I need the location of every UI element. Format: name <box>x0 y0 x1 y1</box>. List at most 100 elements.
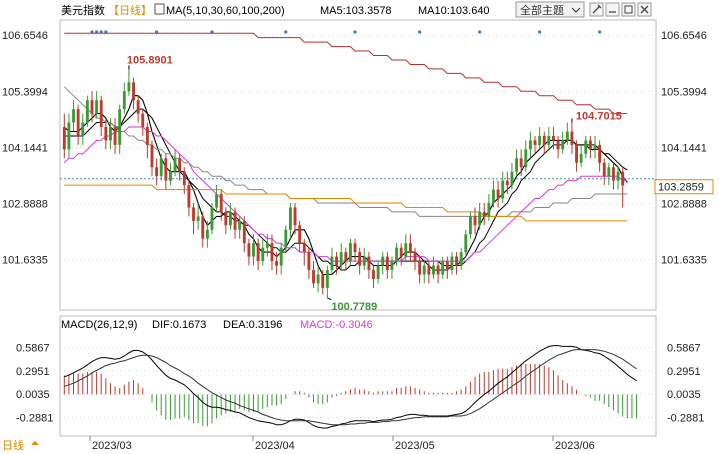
candle <box>316 265 320 293</box>
candle <box>141 109 145 136</box>
event-marker <box>538 30 542 34</box>
candle <box>395 243 399 266</box>
last-price-box <box>654 179 714 195</box>
candle <box>621 167 625 208</box>
candle <box>413 247 417 271</box>
window-icon[interactable] <box>621 2 636 17</box>
candle <box>192 202 195 235</box>
candle <box>298 220 302 253</box>
candle <box>579 144 583 168</box>
candle <box>404 234 408 262</box>
price-panel-frame <box>59 19 657 311</box>
period-label[interactable]: 【日线】 <box>108 3 152 17</box>
candle <box>109 118 112 150</box>
candlesticks <box>62 69 625 298</box>
time-axis: 2023/03 2023/04 2023/05 2023/06 <box>92 440 595 452</box>
candle <box>510 162 514 190</box>
macd-tick-right: -0.2881 <box>667 412 704 424</box>
candle <box>330 247 334 275</box>
candle <box>201 211 205 248</box>
macd-panel[interactable]: MACD(26,12,9) DIF:0.1673 DEA:0.3196 MACD… <box>59 315 657 437</box>
candle <box>478 202 482 230</box>
macd-tick-right: 0.2951 <box>667 366 701 378</box>
collapse-icon[interactable] <box>605 2 620 17</box>
candle <box>233 207 237 239</box>
candle <box>325 265 329 298</box>
candle <box>390 256 394 279</box>
candle <box>312 261 315 288</box>
event-marker <box>353 30 357 34</box>
last-price-badge: 103.2859 <box>654 179 714 195</box>
price-panel[interactable]: 105.8901 100.7789 104.7015 <box>59 19 657 313</box>
price-tick-right: 104.1441 <box>661 142 707 154</box>
dif-line <box>64 345 637 429</box>
price-tick-right: 105.3994 <box>661 86 707 98</box>
candle <box>612 162 615 190</box>
macd-tick-left: 0.5867 <box>16 342 50 354</box>
candle <box>288 202 292 239</box>
candle <box>67 113 71 159</box>
candle <box>584 135 588 159</box>
candle <box>302 238 306 266</box>
candle <box>515 149 518 177</box>
price-annotations: 105.8901 100.7789 104.7015 <box>127 54 622 312</box>
theme-dropdown-label[interactable]: 全部主题 <box>520 3 564 17</box>
macd-tick-left: -0.2881 <box>16 412 53 424</box>
candle <box>565 122 569 145</box>
candle <box>372 265 375 288</box>
candle <box>501 171 505 203</box>
candle <box>95 91 99 119</box>
candle <box>455 252 458 275</box>
candle <box>252 234 255 266</box>
candle <box>385 252 389 279</box>
candle <box>538 127 542 150</box>
macd-tick-left: 0.2951 <box>16 366 50 378</box>
candle <box>353 238 357 262</box>
macd-dea-value: DEA:0.3196 <box>223 319 282 331</box>
candle <box>496 180 500 208</box>
candle <box>76 104 80 145</box>
candle <box>265 234 269 257</box>
candle <box>598 140 602 172</box>
candle <box>561 131 565 154</box>
macd-panel-frame <box>59 315 657 437</box>
recent-high-annotation: 104.7015 <box>576 110 622 122</box>
candle <box>219 189 223 221</box>
candle <box>307 247 311 279</box>
candle <box>132 77 135 110</box>
theme-dropdown[interactable]: 全部主题 <box>515 1 585 18</box>
candle <box>261 238 265 266</box>
high-annotation: 105.8901 <box>127 54 173 66</box>
candle <box>450 252 454 275</box>
ma-toggle-icon[interactable] <box>154 3 165 15</box>
macd-tick-right: 0.5867 <box>667 342 701 354</box>
close-icon[interactable] <box>637 2 652 17</box>
candle <box>528 131 532 159</box>
candle <box>408 234 412 262</box>
period-button[interactable]: 日线 <box>2 438 24 452</box>
candle <box>482 202 486 226</box>
candle <box>524 140 528 172</box>
wrench-icon[interactable] <box>589 2 604 17</box>
candle <box>238 216 242 239</box>
candle <box>492 180 495 208</box>
candle <box>164 153 168 190</box>
chevron-up-icon[interactable] <box>31 441 39 445</box>
candle <box>422 261 426 284</box>
candle <box>348 238 352 266</box>
candle <box>81 113 85 145</box>
candle <box>127 69 131 96</box>
candle <box>196 202 200 230</box>
event-marker <box>284 30 288 34</box>
candle <box>593 135 597 159</box>
candle <box>145 122 149 159</box>
candle <box>588 135 592 159</box>
candle <box>570 122 574 154</box>
macd-label: MACD(26,12,9) <box>61 319 137 331</box>
ma-settings-label: MA(5,10,30,60,100,200) <box>166 5 285 17</box>
candle <box>358 247 362 275</box>
candle <box>436 261 440 284</box>
candle <box>464 229 468 257</box>
price-tick-left: 105.3994 <box>2 86 48 98</box>
